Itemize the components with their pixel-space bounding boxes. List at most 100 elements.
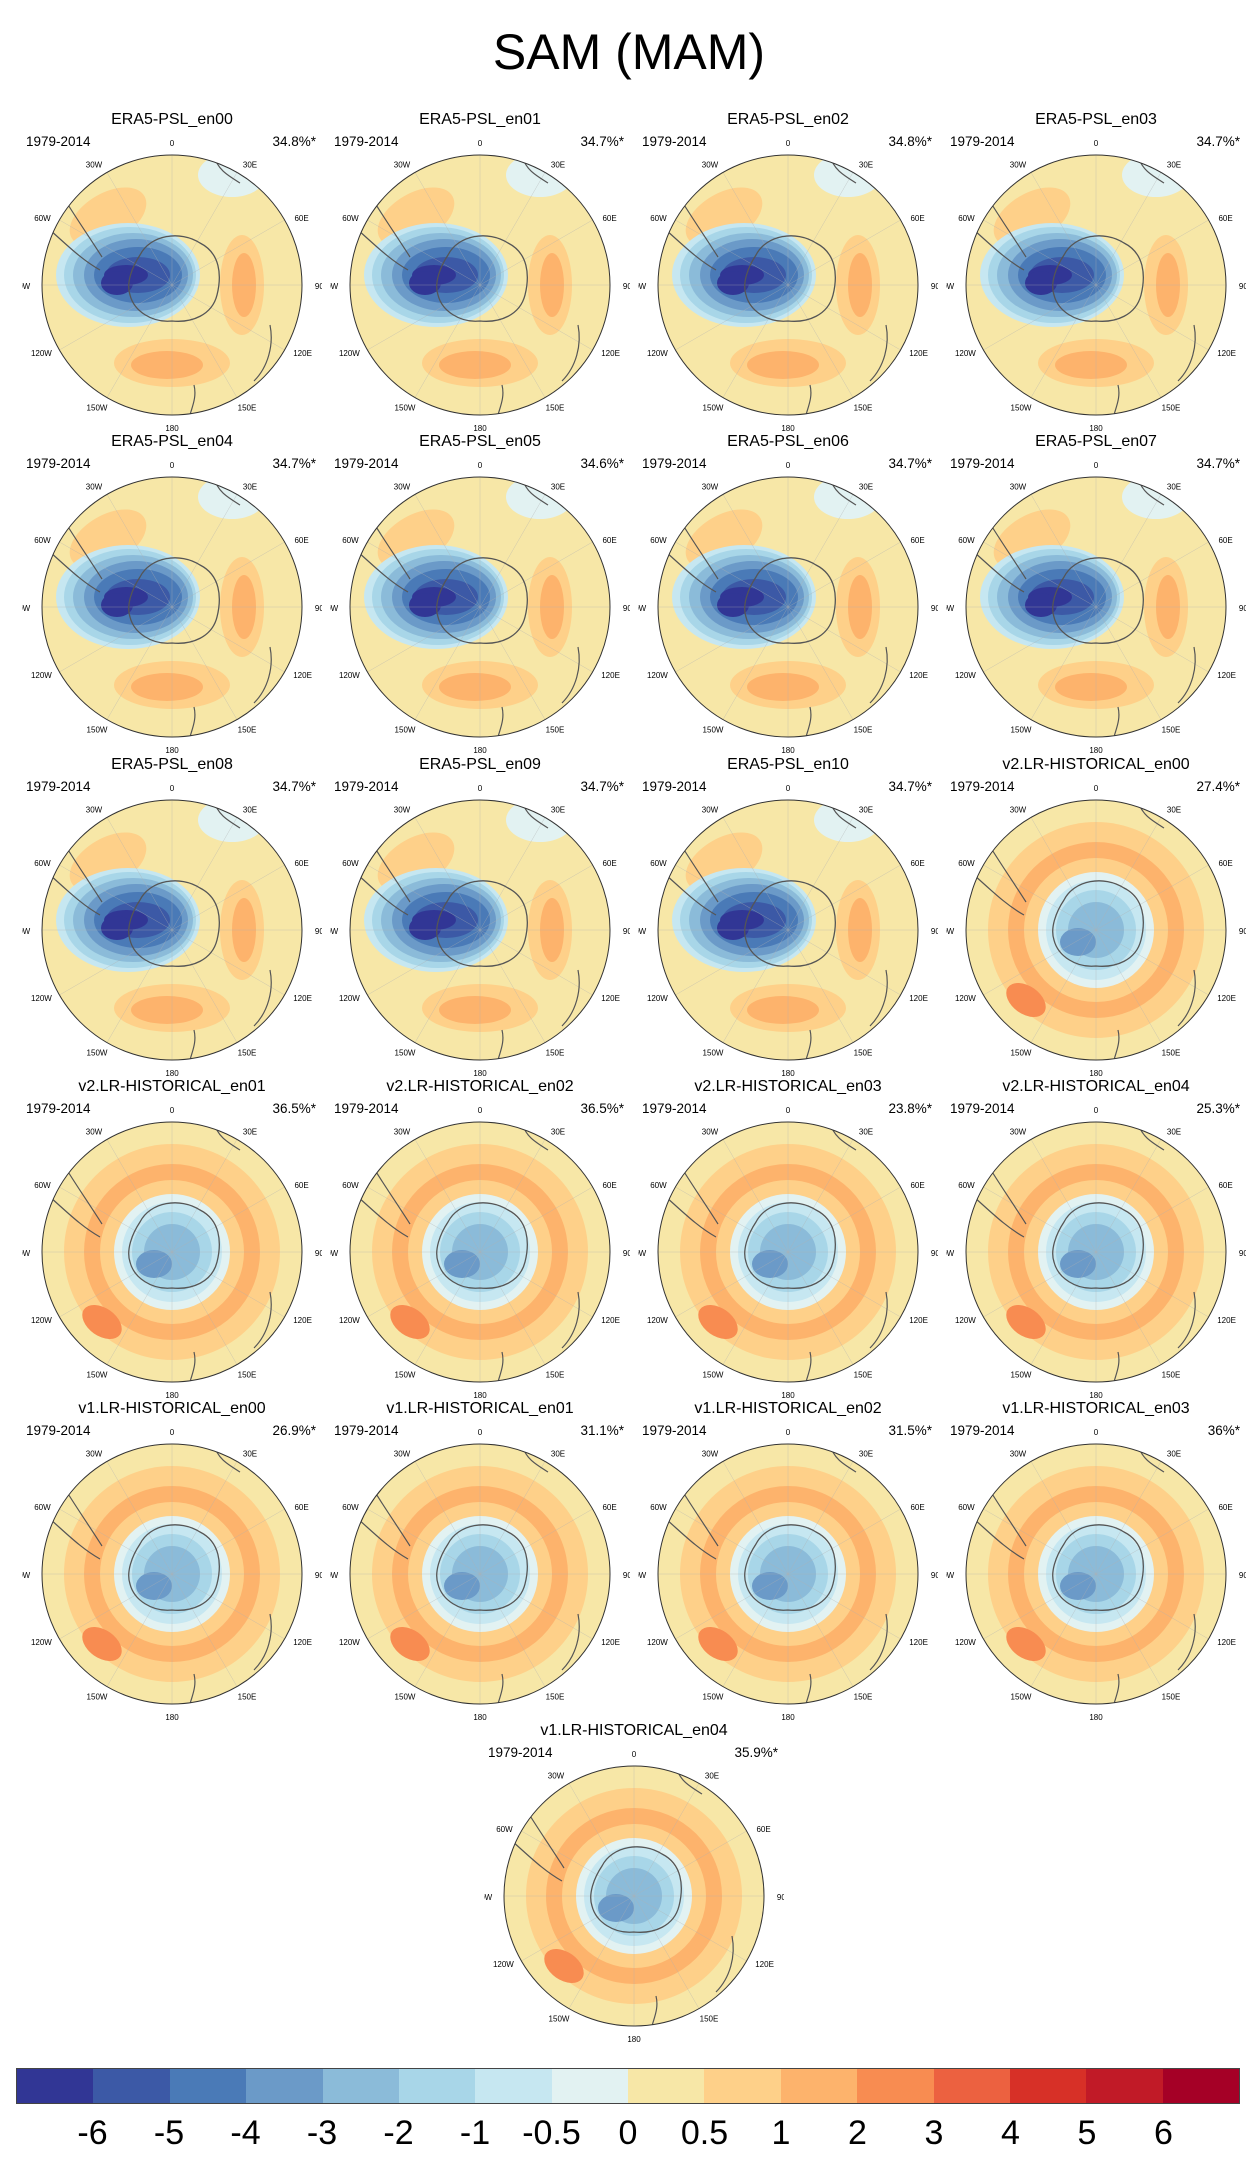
colorbar-labels: -6 -5 -4 -3 -2 -1 -0.5 0 0.5 1 2 3 4 5 6: [16, 2112, 1240, 2156]
longitude-label: 90W: [22, 282, 31, 291]
longitude-label: 30E: [551, 1127, 565, 1136]
longitude-label: 120E: [293, 994, 312, 1003]
longitude-label: 90W: [946, 1249, 955, 1258]
panel-period: 1979-2014: [26, 779, 91, 794]
colorbar-swatch: [322, 2069, 399, 2103]
map-boundary: [349, 799, 611, 1061]
colorbar-swatch: [857, 2069, 934, 2103]
longitude-label: 0: [786, 139, 791, 148]
polar-map: 0 30E 60E 90E 120E 150E 180 150W 120W 90W 60W 30W: [946, 1428, 1246, 1722]
longitude-label: 60E: [602, 859, 616, 868]
panel-title: ERA5-PSL_en08: [111, 756, 233, 773]
longitude-label: 120E: [601, 1316, 620, 1325]
longitude-label: 60W: [958, 214, 975, 223]
longitude-label: 90E: [931, 1571, 938, 1580]
longitude-label: 90W: [22, 927, 31, 936]
polar-map: 0 30E 60E 90E 120E 150E 180 150W 120W 90W 60W 30W: [638, 784, 938, 1078]
longitude-label: 0: [478, 139, 483, 148]
colorbar-tick-label: 4: [1001, 2114, 1020, 2152]
longitude-label: 150W: [549, 2015, 570, 2024]
longitude-label: 30W: [86, 1449, 103, 1458]
longitude-label: 30W: [702, 482, 719, 491]
panel-title: v2.LR-HISTORICAL_en03: [694, 1078, 882, 1095]
longitude-label: 30E: [859, 805, 873, 814]
polar-map: 0 30E 60E 90E 120E 150E 180 150W 120W 90W 60W 30W: [638, 139, 938, 433]
longitude-label: 30E: [243, 160, 257, 169]
map-panel: ERA5-PSL_en06 1979-2014 34.7%* 0 30E 60E 90E 12…: [638, 432, 938, 755]
map-panel: v1.LR-HISTORICAL_en01 1979-2014 31.1%* 0 30E…: [330, 1399, 630, 1722]
longitude-label: 0: [170, 784, 175, 793]
panel-variance-percent: 34.7%*: [272, 779, 316, 794]
map-panel: ERA5-PSL_en00 1979-2014 34.8%* 0 30E 60E 90E 12…: [22, 110, 322, 433]
longitude-label: 120E: [1217, 671, 1236, 680]
longitude-label: 120W: [647, 1316, 668, 1325]
colorbar-tick-label: -3: [306, 2114, 338, 2152]
colorbar-swatch: [398, 2069, 476, 2103]
panel-variance-percent: 27.4%*: [1196, 779, 1240, 794]
longitude-label: 150W: [395, 404, 416, 413]
longitude-label: 120E: [293, 1316, 312, 1325]
map-panel: v1.LR-HISTORICAL_en04 1979-2014 35.9%* 0 30E…: [484, 1721, 784, 2044]
map-boundary: [657, 799, 919, 1061]
longitude-label: 90W: [22, 604, 31, 613]
longitude-label: 0: [786, 1106, 791, 1115]
longitude-label: 150W: [703, 726, 724, 735]
longitude-label: 90E: [931, 282, 938, 291]
longitude-label: 0: [1094, 1106, 1099, 1115]
colorbar-tick-label: 6: [1154, 2114, 1173, 2152]
longitude-label: 150E: [1162, 726, 1181, 735]
longitude-label: 150E: [546, 404, 565, 413]
longitude-label: 120E: [1217, 349, 1236, 358]
panel-title: ERA5-PSL_en09: [419, 756, 541, 773]
longitude-label: 90E: [777, 1893, 784, 1902]
longitude-label: 150E: [238, 726, 257, 735]
longitude-label: 60E: [1218, 1181, 1232, 1190]
longitude-label: 180: [1089, 424, 1103, 433]
panel-period: 1979-2014: [26, 456, 91, 471]
panel-title: v2.LR-HISTORICAL_en02: [386, 1078, 574, 1095]
longitude-label: 30E: [551, 1449, 565, 1458]
map-panel: ERA5-PSL_en04 1979-2014 34.7%* 0 30E 60E 90E 12…: [22, 432, 322, 755]
longitude-label: 120E: [293, 1638, 312, 1647]
longitude-label: 30W: [1010, 1127, 1027, 1136]
longitude-label: 150E: [854, 404, 873, 413]
map-panel: ERA5-PSL_en09 1979-2014 34.7%* 0 30E 60E 90E 12…: [330, 755, 630, 1078]
map-panel: ERA5-PSL_en03 1979-2014 34.7%* 0 30E 60E 90E 12…: [946, 110, 1246, 433]
longitude-label: 120W: [339, 349, 360, 358]
longitude-label: 150E: [854, 1371, 873, 1380]
colorbar-tick-label: 0.5: [680, 2114, 729, 2152]
longitude-label: 180: [473, 1069, 487, 1078]
longitude-label: 180: [781, 1713, 795, 1722]
longitude-label: 120E: [601, 1638, 620, 1647]
longitude-label: 60W: [342, 536, 359, 545]
panel-variance-percent: 31.1%*: [580, 1423, 624, 1438]
longitude-label: 60E: [294, 859, 308, 868]
panel-variance-percent: 34.6%*: [580, 456, 624, 471]
panel-period: 1979-2014: [642, 779, 707, 794]
map-boundary: [965, 154, 1227, 416]
longitude-label: 120W: [31, 671, 52, 680]
longitude-label: 30W: [1010, 1449, 1027, 1458]
longitude-label: 150W: [703, 1049, 724, 1058]
longitude-label: 150W: [395, 1049, 416, 1058]
panel-variance-percent: 34.7%*: [1196, 134, 1240, 149]
longitude-label: 120E: [1217, 1638, 1236, 1647]
longitude-label: 30W: [86, 805, 103, 814]
longitude-label: 90W: [638, 1571, 647, 1580]
longitude-label: 60W: [342, 1181, 359, 1190]
map-panel: v2.LR-HISTORICAL_en04 1979-2014 25.3%* 0 30E…: [946, 1077, 1246, 1400]
panel-variance-percent: 34.7%*: [580, 779, 624, 794]
longitude-label: 150W: [703, 404, 724, 413]
longitude-label: 0: [478, 784, 483, 793]
longitude-label: 60E: [910, 1181, 924, 1190]
longitude-label: 60E: [602, 536, 616, 545]
map-panel: ERA5-PSL_en05 1979-2014 34.6%* 0 30E 60E 90E 12…: [330, 432, 630, 755]
longitude-label: 30E: [859, 482, 873, 491]
longitude-label: 90E: [315, 1571, 322, 1580]
longitude-label: 120W: [647, 349, 668, 358]
panel-variance-percent: 35.9%*: [734, 1745, 778, 1760]
colorbar-tick-label: -5: [153, 2114, 185, 2152]
longitude-label: 90W: [638, 604, 647, 613]
longitude-label: 180: [165, 1069, 179, 1078]
panel-title: ERA5-PSL_en06: [727, 433, 849, 450]
